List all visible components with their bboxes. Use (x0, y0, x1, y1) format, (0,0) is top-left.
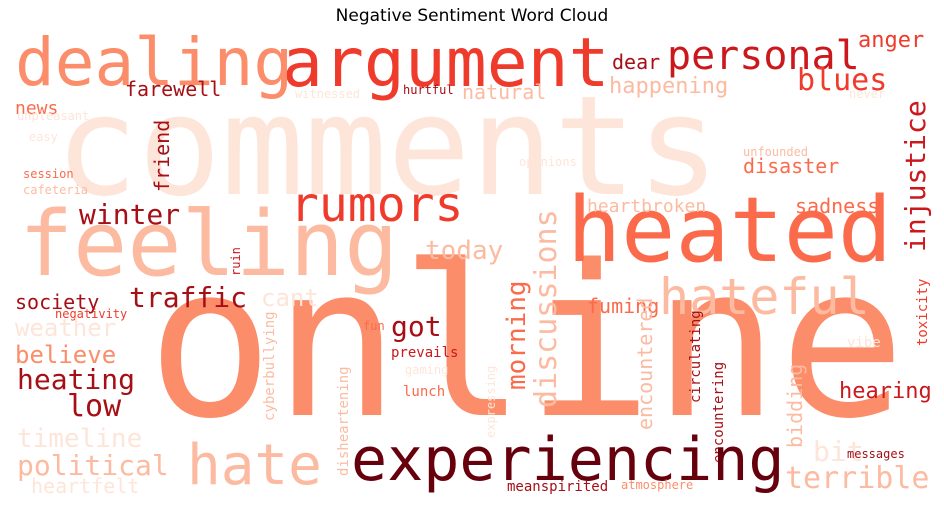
word-rumors: rumors (290, 177, 464, 233)
word-toxicity: toxicity (915, 278, 931, 346)
word-dear: dear (612, 50, 661, 74)
word-hurtful: hurtful (403, 83, 454, 97)
word-happening: happening (609, 74, 729, 99)
word-hate: hate (187, 433, 322, 498)
word-sadness: sadness (795, 194, 880, 218)
word-fun: fun (363, 319, 385, 333)
word-unfounded: unfounded (743, 145, 809, 159)
word-online: online (147, 220, 906, 465)
word-session: session (23, 167, 74, 181)
word-easy: easy (29, 130, 58, 144)
word-hearing: hearing (839, 379, 932, 404)
word-friend: friend (150, 119, 174, 192)
word-disheartening: disheartening (336, 366, 352, 476)
word-witnessed: witnessed (295, 87, 361, 101)
word-messages: messages (847, 447, 905, 461)
word-weather: weather (15, 314, 117, 342)
word-comments: comments (55, 66, 720, 227)
word-cyberbullying: cyberbullying (262, 311, 278, 421)
word-argument: argument (282, 28, 610, 103)
word-circulating: circulating (688, 310, 704, 403)
word-opinions: opinions (519, 155, 577, 169)
word-cant: cant (261, 284, 319, 312)
word-heartfelt: heartfelt (31, 474, 140, 498)
word-natural: natural (462, 80, 547, 104)
word-timeline: timeline (17, 424, 143, 454)
word-political: political (17, 449, 169, 482)
word-got: got (391, 310, 442, 343)
word-disaster: disaster (743, 154, 840, 178)
word-discussions: discussions (529, 209, 564, 408)
word-lunch: lunch (403, 384, 446, 400)
word-atmosphere: atmosphere (621, 478, 694, 492)
word-hateful: hateful (659, 268, 870, 326)
word-bidding: bidding (783, 363, 807, 448)
word-bit: bit (813, 435, 864, 468)
word-injustice: injustice (899, 100, 932, 252)
word-ruin: ruin (229, 247, 243, 276)
word-winter: winter (79, 198, 181, 231)
word-meanspirited: meanspirited (507, 479, 609, 495)
word-unpleasant: unpleasant (17, 109, 90, 123)
word-negativity: negativity (55, 307, 128, 321)
word-believe: believe (15, 341, 117, 369)
word-today: today (425, 236, 504, 266)
word-never: never (849, 87, 886, 101)
word-anger: anger (858, 28, 925, 53)
word-gaming: gaming (405, 363, 449, 377)
chart-title: Negative Sentiment Word Cloud (335, 6, 609, 26)
word-cloud: comments online feeling heated argument … (7, 28, 937, 500)
word-terrible: terrible (785, 461, 930, 496)
word-experiencing: experiencing (351, 425, 785, 495)
word-blues: blues (797, 63, 888, 98)
word-traffic: traffic (129, 281, 248, 314)
word-society: society (15, 290, 100, 314)
word-morning: morning (502, 280, 532, 390)
word-cafeteria: cafeteria (23, 183, 89, 197)
word-encountered: encountered (633, 297, 657, 430)
word-news: news (15, 98, 59, 119)
word-feeling: feeling (19, 192, 399, 297)
word-low: low (67, 389, 122, 424)
word-prevails: prevails (391, 345, 459, 361)
word-vibe: vibe (847, 335, 881, 351)
word-dealing: dealing (15, 28, 294, 101)
word-personal: personal (667, 33, 860, 79)
word-farewell: farewell (125, 77, 222, 101)
word-heating: heating (17, 363, 136, 396)
word-fuming: fuming (587, 294, 660, 318)
word-heartbroken: heartbroken (587, 196, 707, 217)
word-heated: heated (567, 178, 893, 283)
